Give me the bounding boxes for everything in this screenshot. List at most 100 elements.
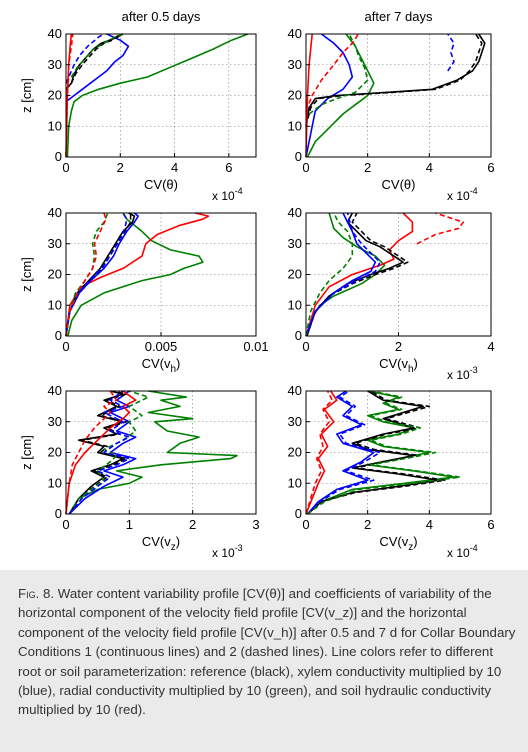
series-line-5 <box>306 212 409 337</box>
series-line-1 <box>67 212 204 337</box>
x-axis-label: CV(vh) <box>379 356 418 375</box>
x-tick-label: 0.01 <box>243 339 268 354</box>
series-line-6 <box>65 33 105 84</box>
axis-multiplier: x 10-3 <box>212 543 243 560</box>
x-tick-label: 2 <box>117 160 124 175</box>
panel-3: 0 0.005 0.01 0 10 20 30 40 CV(vh) z [cm] <box>19 205 269 375</box>
y-tick-label: 40 <box>48 26 62 41</box>
x-axis-label: CV(vz) <box>379 534 417 553</box>
series-line-1 <box>306 33 375 158</box>
series-line-2 <box>305 33 354 158</box>
y-tick-label: 30 <box>288 57 302 72</box>
x-axis-label: CV(θ) <box>144 177 178 192</box>
axis-multiplier: x 10-3 <box>447 365 478 382</box>
x-tick-label: 0 <box>62 517 69 532</box>
plot-area <box>66 34 256 157</box>
x-tick-label: 2 <box>364 160 371 175</box>
x-tick-label: 2 <box>189 517 196 532</box>
x-tick-label: 0 <box>62 339 69 354</box>
x-tick-label: 2 <box>395 339 402 354</box>
x-tick-label: 0.005 <box>145 339 178 354</box>
axis-multiplier: x 10-4 <box>447 543 478 560</box>
y-tick-label: 0 <box>55 506 62 521</box>
series-line-5 <box>306 390 381 515</box>
panel-1: 0 2 4 6 0 10 20 30 40 after 0.5 days CV(θ) x 10-4 z … <box>19 9 257 203</box>
y-tick-label: 30 <box>48 414 62 429</box>
panel-title: after 0.5 days <box>122 9 201 24</box>
series-line-5 <box>65 212 139 337</box>
series-line-1 <box>66 33 249 158</box>
y-tick-label: 40 <box>48 383 62 398</box>
x-axis-label: CV(vz) <box>142 534 180 553</box>
y-tick-label: 40 <box>288 383 302 398</box>
x-tick-label: 4 <box>426 160 433 175</box>
y-tick-label: 0 <box>295 506 302 521</box>
y-tick-label: 20 <box>48 88 62 103</box>
y-axis-label: z [cm] <box>19 257 34 292</box>
y-tick-label: 40 <box>288 26 302 41</box>
series-line-7 <box>305 33 360 112</box>
series-line-7 <box>68 390 150 515</box>
y-tick-label: 10 <box>48 118 62 133</box>
x-tick-label: 0 <box>62 160 69 175</box>
x-axis-label: CV(vh) <box>142 356 181 375</box>
series-line-4 <box>68 390 127 515</box>
x-tick-label: 4 <box>426 517 433 532</box>
y-tick-label: 40 <box>48 205 62 220</box>
y-tick-label: 30 <box>48 57 62 72</box>
y-tick-label: 0 <box>55 149 62 164</box>
y-tick-label: 10 <box>48 297 62 312</box>
series-line-2 <box>68 390 137 515</box>
y-tick-label: 10 <box>288 118 302 133</box>
figure-caption: Fig. 8. Water content variability profil… <box>18 584 518 720</box>
x-axis-label: CV(θ) <box>382 177 416 192</box>
series-line-8 <box>307 390 461 515</box>
y-tick-label: 0 <box>295 149 302 164</box>
series-line-2 <box>65 33 130 103</box>
series-line-4 <box>306 212 404 337</box>
x-tick-label: 1 <box>126 517 133 532</box>
series-line-8 <box>65 212 107 337</box>
series-line-5 <box>65 390 137 515</box>
y-tick-label: 20 <box>288 445 302 460</box>
axis-multiplier: x 10-4 <box>212 186 243 203</box>
x-tick-label: 0 <box>302 339 309 354</box>
series-line-5 <box>65 33 124 84</box>
series-line-4 <box>305 33 483 127</box>
y-tick-label: 10 <box>48 475 62 490</box>
series-line-1 <box>68 390 238 515</box>
x-tick-label: 6 <box>225 160 232 175</box>
y-tick-label: 0 <box>295 328 302 343</box>
y-tick-label: 30 <box>288 236 302 251</box>
series-line-2 <box>305 212 414 337</box>
series-line-3 <box>416 212 465 245</box>
y-tick-label: 30 <box>288 414 302 429</box>
series-line-4 <box>65 33 121 90</box>
caption-background <box>0 570 528 752</box>
series-line-7 <box>305 390 333 515</box>
x-tick-label: 0 <box>302 160 309 175</box>
y-tick-label: 0 <box>55 328 62 343</box>
y-tick-label: 10 <box>288 475 302 490</box>
caption-label: Fig. 8. <box>18 586 55 601</box>
panel-title: after 7 days <box>365 9 433 24</box>
series-line-6 <box>305 390 338 515</box>
y-tick-label: 20 <box>48 267 62 282</box>
x-tick-label: 2 <box>364 517 371 532</box>
x-tick-label: 4 <box>487 339 494 354</box>
y-axis-label: z [cm] <box>19 78 34 113</box>
series-line-7 <box>305 212 381 337</box>
y-tick-label: 20 <box>288 88 302 103</box>
series-line-3 <box>305 33 486 127</box>
series-line-7 <box>65 212 109 337</box>
x-tick-label: 6 <box>487 517 494 532</box>
series-line-3 <box>65 212 136 337</box>
panel-2: 0 2 4 6 0 10 20 30 40 after 7 days CV(θ) x 10-4 <box>288 9 495 203</box>
x-tick-label: 3 <box>252 517 259 532</box>
x-tick-label: 4 <box>171 160 178 175</box>
panel-6: 0 2 4 6 0 10 20 30 40 CV(vz) x 10-4 <box>288 383 495 560</box>
series-line-4 <box>306 390 375 515</box>
x-tick-label: 0 <box>302 517 309 532</box>
